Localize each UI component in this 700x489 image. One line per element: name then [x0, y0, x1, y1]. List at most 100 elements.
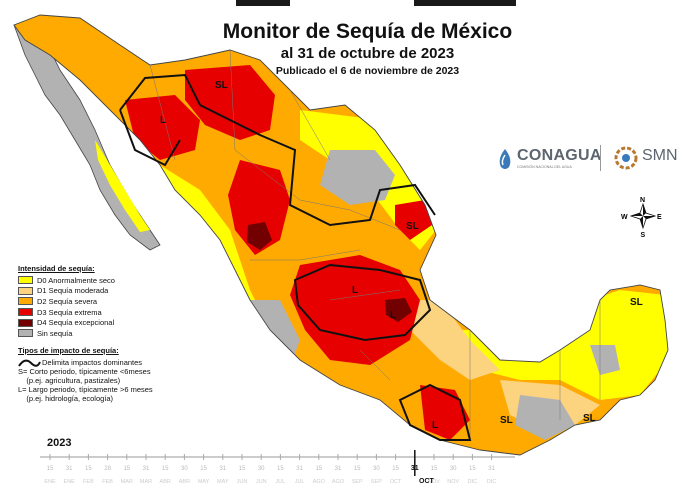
legend-item: D1 Sequía moderada [18, 286, 208, 297]
timeline-date-number: 30 [450, 466, 457, 472]
map-label-l-center2: L [390, 310, 396, 321]
timeline-date-number: 15 [469, 466, 476, 472]
impact-line: S= Corto periodo, típicamente <6meses [18, 366, 151, 376]
timeline-date-number: 15 [392, 466, 399, 472]
timeline-month-label: FEB [83, 479, 94, 485]
legend-label: Sin sequía [37, 328, 73, 338]
timeline-date-number: 28 [104, 466, 111, 472]
top-banner-right [414, 0, 516, 6]
legend-item: D2 Sequía severa [18, 296, 208, 307]
legend-swatch [18, 297, 33, 306]
smn-logo-text: SMN [642, 147, 678, 164]
map-label-l-center: L [352, 285, 358, 296]
legend-label: D4 Sequía excepcional [37, 318, 115, 328]
timeline-month-label: SEP [371, 479, 382, 485]
impact-line: (p.ej. hidrología, ecología) [18, 393, 114, 403]
legend-label: D2 Sequía severa [37, 296, 98, 306]
impact-title: Tipos de impacto de sequía: [18, 345, 119, 355]
legend-items: D0 Anormalmente seco D1 Sequía moderada D2… [18, 275, 208, 339]
timeline-month-label: MAR [121, 479, 133, 485]
map-label-l-south: L [432, 420, 438, 431]
compass-e: E [657, 214, 662, 221]
conagua-logo-subtext: COMISIÓN NACIONAL DEL AGUA [517, 165, 572, 169]
page-title: Monitor de Sequía de México [222, 20, 513, 43]
legend-item: D4 Sequía excepcional [18, 317, 208, 328]
timeline-date-number: 31 [66, 466, 73, 472]
agency-logos: CONAGUA COMISIÓN NACIONAL DEL AGUA SMN [495, 143, 690, 177]
map-label-sl-northeast: SL [406, 221, 419, 232]
legend-label: D1 Sequía moderada [37, 286, 109, 296]
timeline-month-label: OCT [390, 479, 402, 485]
timeline-month-label: ABR [179, 479, 190, 485]
timeline-date-number: 31 [335, 466, 342, 472]
baja-d0 [95, 140, 150, 232]
legend-swatch [18, 286, 33, 295]
timeline-date-number: 31 [143, 466, 150, 472]
timeline: 15 ENE 31 ENE 15 FEB 28 FEB 15 MAR 31 MAR 15 ABR 30 ABR… [40, 450, 515, 485]
timeline-date-number: 15 [200, 466, 207, 472]
legend-swatch [18, 308, 33, 317]
timeline-date-number: 15 [85, 466, 92, 472]
impact-line: (p.ej. agricultura, pastizales) [18, 375, 121, 385]
legend-swatch [18, 318, 33, 327]
timeline-date-number: 15 [431, 466, 438, 472]
published-date: Publicado el 6 de noviembre de 2023 [275, 65, 460, 77]
timeline-current-month: OCT [419, 478, 434, 485]
timeline-date-number: 15 [123, 466, 130, 472]
map-label-sl-yucatan: SL [630, 297, 643, 308]
timeline-month-label: ENE [44, 479, 56, 485]
timeline-date-number: 31 [296, 466, 303, 472]
timeline-month-label: NOV [428, 479, 440, 485]
legend: Intensidad de sequía: D0 Anormalmente se… [18, 264, 208, 403]
map-label-sl-north: SL [215, 80, 228, 91]
timeline-month-label: DIC [468, 479, 478, 485]
legend-item: D3 Sequía extrema [18, 307, 208, 318]
timeline-month-label: AGO [313, 479, 326, 485]
timeline-month-label: FEB [102, 479, 113, 485]
impact-boundaries [119, 73, 472, 441]
conagua-logo-icon [499, 149, 511, 169]
impact-line: Delimita impactos dominantes [42, 357, 143, 367]
timeline-date-number: 30 [181, 466, 188, 472]
timeline-month-label: ENE [64, 479, 76, 485]
timeline-date-number: 31 [488, 466, 495, 472]
page-subtitle: al 31 de octubre de 2023 [280, 45, 455, 62]
state-borders [149, 49, 601, 440]
timeline-date-number: 15 [239, 466, 246, 472]
legend-swatch [18, 329, 33, 338]
conagua-logo-text: CONAGUA [517, 147, 602, 164]
legend-label: D0 Anormalmente seco [37, 275, 115, 285]
map-label-sl-southeast: SL [583, 413, 596, 424]
impact-lines: Delimita impactos dominantes S= Corto per… [18, 358, 208, 403]
timeline-month-label: NOV [447, 479, 459, 485]
timeline-date-number: 31 [219, 466, 226, 472]
timeline-month-label: JUN [237, 479, 248, 485]
title-block: Monitor de Sequía de México al 31 de oct… [200, 20, 535, 77]
timeline-month-label: JUL [276, 479, 286, 485]
timeline-month-label: SEP [352, 479, 363, 485]
timeline-date-number: 15 [354, 466, 361, 472]
legend-item: D0 Anormalmente seco [18, 275, 208, 286]
timeline-date-number: 31 [411, 465, 419, 472]
timeline-date-number: 30 [258, 466, 265, 472]
timeline-date-number: 15 [47, 466, 54, 472]
legend-item: Sin sequía [18, 328, 208, 339]
timeline-month-label: ABR [160, 479, 171, 485]
legend-label: D3 Sequía extrema [37, 307, 102, 317]
compass-w: W [621, 214, 628, 221]
map-label-sl-south: SL [500, 415, 513, 426]
logo-divider [600, 145, 601, 171]
legend-swatch [18, 276, 33, 285]
legend-title: Intensidad de sequía: [18, 264, 95, 273]
timeline-month-label: JUN [256, 479, 267, 485]
compass-s: S [641, 232, 646, 239]
compass-n: N [640, 197, 645, 204]
timeline-month-label: MAY [217, 479, 229, 485]
timeline-date-number: 15 [162, 466, 169, 472]
timeline-month-label: MAY [198, 479, 210, 485]
timeline-month-label: JUL [295, 479, 305, 485]
smn-logo-icon [614, 146, 638, 170]
timeline-date-number: 15 [315, 466, 322, 472]
impact-line-icon [18, 359, 41, 367]
